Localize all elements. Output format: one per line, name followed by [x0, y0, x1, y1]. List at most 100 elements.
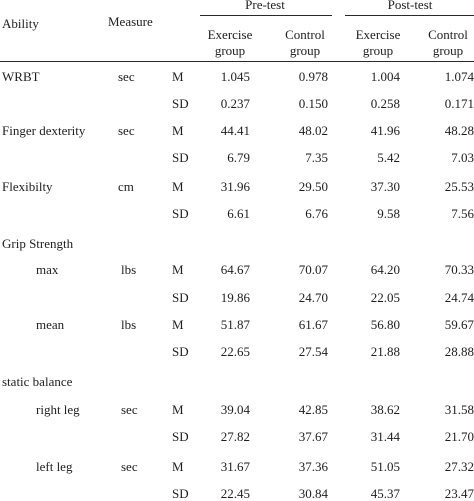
cell-stat: SD — [172, 206, 189, 221]
cell-post-exercise: 31.44 — [370, 429, 400, 444]
cell-pre-exercise: 1.045 — [220, 69, 250, 84]
header-pre-control-l1: Control — [285, 27, 325, 42]
header-rule — [0, 61, 474, 62]
cell-stat: M — [172, 402, 184, 417]
cell-unit: lbs — [121, 317, 137, 332]
header-pre-exercise-l2: group — [214, 43, 246, 58]
header-pre-control-l2: group — [289, 43, 321, 58]
cell-post-exercise: 0.258 — [370, 96, 400, 111]
cell-post-exercise: 21.88 — [370, 344, 400, 359]
cell-pre-control: 0.150 — [298, 96, 328, 111]
cell-post-control: 31.58 — [444, 402, 474, 417]
cell-post-control: 59.67 — [444, 317, 474, 332]
cell-pre-exercise: 6.79 — [227, 150, 250, 165]
cell-post-exercise: 9.58 — [377, 206, 400, 221]
cell-post-exercise: 5.42 — [377, 150, 400, 165]
cell-post-control: 27.32 — [444, 459, 474, 474]
cell-unit: sec — [121, 459, 138, 474]
cell-post-exercise: 56.80 — [370, 317, 400, 332]
cell-pre-control: 24.70 — [298, 290, 328, 305]
cell-stat: M — [172, 123, 184, 138]
cell-pre-control: 0.978 — [298, 69, 328, 84]
cell-post-control: 70.33 — [444, 262, 474, 277]
cell-pre-exercise: 22.65 — [220, 344, 250, 359]
header-post-control-l2: group — [432, 43, 464, 58]
cell-post-exercise: 41.96 — [370, 123, 400, 138]
cell-post-exercise: 51.05 — [370, 459, 400, 474]
cell-ability: WRBT — [2, 69, 40, 84]
cell-ability: Finger dexterity — [2, 123, 86, 138]
header-ability: Ability — [2, 16, 39, 31]
cell-stat: M — [172, 459, 184, 474]
cell-post-exercise: 45.37 — [370, 486, 400, 501]
cell-post-control: 0.171 — [444, 96, 474, 111]
cell-ability: static balance — [2, 374, 73, 389]
cell-pre-control: 6.76 — [305, 206, 328, 221]
cell-pre-exercise: 19.86 — [220, 290, 250, 305]
cell-pre-exercise: 27.82 — [220, 429, 250, 444]
cell-stat: SD — [172, 150, 189, 165]
cell-post-control: 24.74 — [444, 290, 474, 305]
cell-post-exercise: 64.20 — [370, 262, 400, 277]
cell-ability: Grip Strength — [2, 236, 74, 251]
cell-post-exercise: 1.004 — [370, 69, 400, 84]
cell-pre-exercise: 22.45 — [220, 486, 250, 501]
cell-unit: cm — [118, 179, 134, 194]
cell-post-control: 28.88 — [444, 344, 474, 359]
cell-pre-exercise: 0.237 — [220, 96, 250, 111]
cell-pre-exercise: 31.67 — [220, 459, 250, 474]
cell-stat: SD — [172, 486, 189, 501]
cell-post-control: 48.28 — [444, 123, 474, 138]
cell-stat: SD — [172, 290, 189, 305]
cell-unit: sec — [118, 123, 135, 138]
cell-ability: mean — [36, 317, 65, 332]
cell-pre-control: 61.67 — [298, 317, 328, 332]
header-post-test: Post-test — [387, 0, 433, 12]
cell-post-exercise: 37.30 — [370, 179, 400, 194]
header-pre-test: Pre-test — [245, 0, 285, 12]
cell-pre-control: 48.02 — [298, 123, 328, 138]
cell-stat: M — [172, 317, 184, 332]
header-post-exercise-l2: group — [362, 43, 394, 58]
cell-post-exercise: 22.05 — [370, 290, 400, 305]
cell-stat: M — [172, 179, 184, 194]
cell-unit: sec — [118, 69, 135, 84]
cell-post-control: 23.47 — [444, 486, 474, 501]
cell-pre-control: 37.36 — [298, 459, 328, 474]
cell-pre-exercise: 44.41 — [220, 123, 250, 138]
cell-ability: left leg — [36, 459, 73, 474]
post-test-underline — [345, 15, 474, 16]
cell-pre-control: 27.54 — [298, 344, 328, 359]
cell-pre-exercise: 51.87 — [220, 317, 250, 332]
cell-unit: lbs — [121, 262, 137, 277]
cell-ability: right leg — [36, 402, 80, 417]
cell-pre-control: 30.84 — [298, 486, 328, 501]
cell-pre-exercise: 39.04 — [220, 402, 250, 417]
header-post-exercise-l1: Exercise — [355, 27, 401, 42]
header-pre-exercise-l1: Exercise — [207, 27, 253, 42]
cell-stat: M — [172, 69, 184, 84]
cell-pre-exercise: 6.61 — [227, 206, 250, 221]
cell-stat: M — [172, 262, 184, 277]
cell-stat: SD — [172, 344, 189, 359]
cell-pre-control: 29.50 — [298, 179, 328, 194]
cell-post-control: 1.074 — [444, 69, 474, 84]
pre-test-underline — [200, 15, 332, 16]
cell-pre-control: 7.35 — [305, 150, 328, 165]
cell-post-control: 21.70 — [444, 429, 474, 444]
cell-pre-control: 37.67 — [298, 429, 328, 444]
cell-post-control: 25.53 — [444, 179, 474, 194]
cell-pre-exercise: 31.96 — [220, 179, 250, 194]
header-post-control-l1: Control — [428, 27, 468, 42]
cell-unit: sec — [121, 402, 138, 417]
cell-stat: SD — [172, 429, 189, 444]
cell-post-control: 7.56 — [451, 206, 474, 221]
cell-ability: Flexibilty — [2, 179, 53, 194]
cell-pre-exercise: 64.67 — [220, 262, 250, 277]
cell-pre-control: 42.85 — [298, 402, 328, 417]
header-measure: Measure — [108, 14, 153, 29]
cell-stat: SD — [172, 96, 189, 111]
cell-ability: max — [36, 262, 59, 277]
cell-pre-control: 70.07 — [298, 262, 328, 277]
cell-post-control: 7.03 — [451, 150, 474, 165]
